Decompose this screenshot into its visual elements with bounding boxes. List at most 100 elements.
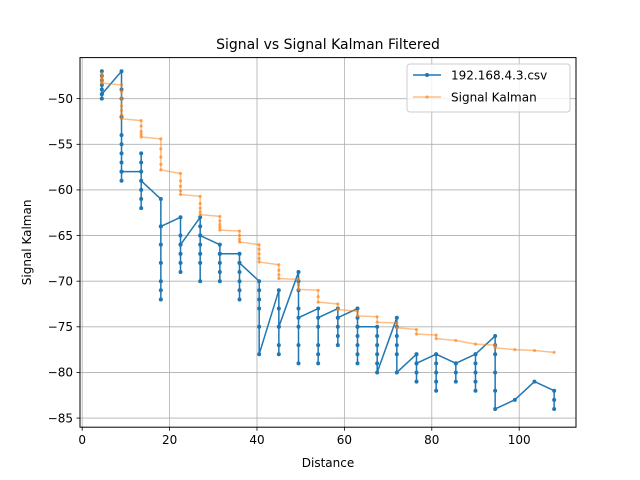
y-axis-label: Signal Kalman	[20, 200, 34, 286]
data-point	[493, 352, 498, 357]
data-point	[257, 260, 261, 264]
data-point	[336, 302, 340, 306]
data-point	[296, 283, 301, 287]
data-point	[493, 343, 497, 347]
data-point	[119, 104, 124, 108]
data-point	[453, 370, 458, 375]
data-point	[296, 306, 301, 311]
data-point	[218, 228, 222, 232]
data-point	[139, 132, 143, 136]
data-point	[158, 224, 163, 229]
data-point	[316, 324, 321, 329]
data-point	[119, 69, 124, 74]
data-point	[178, 215, 183, 220]
data-point	[218, 223, 222, 227]
data-point	[375, 343, 380, 348]
data-point	[316, 361, 321, 366]
data-point	[198, 233, 203, 238]
data-point	[139, 187, 144, 192]
data-point	[178, 192, 183, 197]
data-point	[158, 242, 163, 247]
data-point	[198, 194, 202, 198]
data-point	[139, 206, 144, 211]
data-point	[159, 162, 163, 166]
data-point	[335, 324, 340, 329]
data-point	[119, 169, 124, 174]
data-point	[434, 337, 438, 341]
data-point	[217, 279, 222, 284]
data-point	[119, 113, 124, 117]
data-point	[335, 343, 340, 348]
data-point	[139, 160, 144, 165]
data-point	[375, 320, 379, 324]
data-point	[100, 74, 104, 78]
data-point	[198, 279, 203, 284]
data-point	[473, 379, 478, 384]
data-point	[237, 288, 242, 293]
data-point	[395, 326, 399, 330]
data-point	[316, 300, 320, 304]
data-point	[198, 242, 203, 247]
data-point	[237, 229, 242, 233]
data-point	[198, 224, 203, 229]
data-point	[296, 343, 301, 348]
data-point	[217, 242, 222, 247]
data-point	[375, 324, 380, 329]
data-point	[394, 370, 399, 375]
data-point	[512, 397, 517, 402]
data-point	[414, 361, 419, 366]
data-point	[355, 324, 360, 329]
data-point	[139, 178, 144, 183]
grid	[80, 57, 576, 428]
data-point	[277, 276, 281, 281]
data-point	[178, 242, 183, 247]
data-point	[375, 352, 380, 357]
data-point	[257, 288, 262, 293]
data-point	[217, 251, 222, 256]
series-1	[100, 71, 556, 354]
data-point	[119, 117, 124, 121]
data-point	[198, 251, 203, 256]
data-point	[178, 260, 183, 265]
series-layer	[99, 69, 557, 411]
data-point	[198, 260, 203, 265]
data-point	[296, 315, 301, 320]
data-point	[473, 388, 478, 393]
data-point	[493, 406, 498, 411]
data-point	[493, 370, 498, 375]
data-point	[296, 277, 301, 281]
legend: 192.168.4.3.csv Signal Kalman	[406, 63, 571, 113]
x-tick-label: 0	[78, 433, 86, 447]
data-point	[552, 350, 556, 354]
data-point	[316, 343, 321, 348]
data-point	[198, 212, 202, 217]
data-point	[257, 279, 262, 284]
x-tick-label: 80	[424, 433, 439, 447]
data-point	[394, 333, 399, 338]
data-point	[100, 71, 104, 75]
data-point	[178, 251, 183, 256]
data-point	[552, 397, 557, 402]
data-point	[237, 279, 242, 284]
data-point	[532, 379, 537, 384]
data-point	[257, 256, 261, 260]
data-point	[414, 370, 419, 375]
data-point	[257, 247, 261, 251]
data-point	[159, 168, 163, 172]
data-point	[178, 184, 183, 188]
data-point	[257, 306, 262, 311]
data-point	[237, 233, 242, 238]
data-point	[237, 260, 242, 265]
data-point	[99, 96, 104, 101]
data-point	[276, 352, 281, 357]
data-point	[119, 151, 124, 156]
y-tick-label: −85	[48, 411, 73, 425]
data-point	[316, 315, 321, 320]
data-point	[158, 279, 163, 284]
data-point	[119, 133, 124, 138]
data-point	[158, 288, 163, 293]
data-point	[375, 361, 380, 366]
data-point	[434, 379, 439, 384]
data-point	[355, 333, 360, 338]
